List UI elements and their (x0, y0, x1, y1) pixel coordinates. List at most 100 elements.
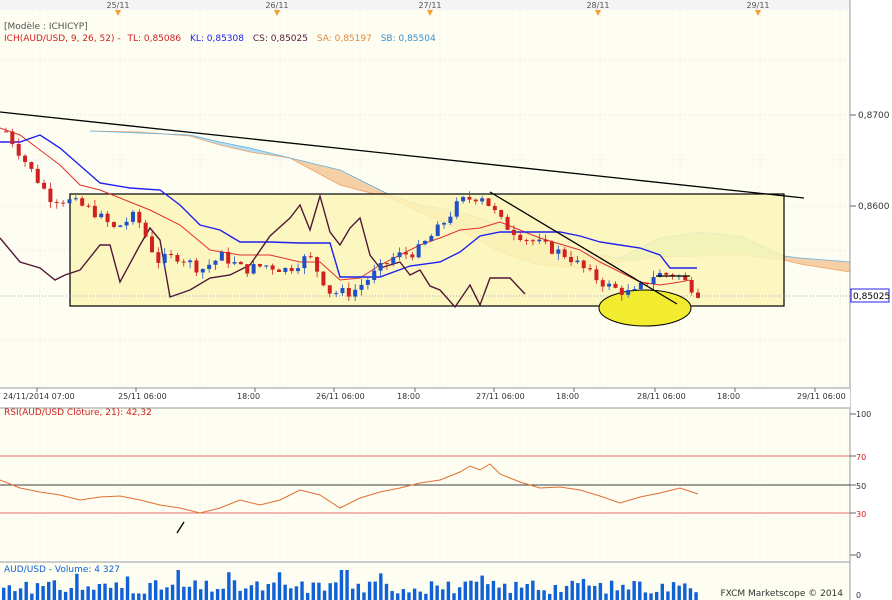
candle-body (105, 213, 110, 223)
candle-body (683, 275, 688, 281)
candle-body (264, 265, 269, 267)
resistance-trendline[interactable] (0, 111, 805, 199)
volume-bar (18, 588, 23, 600)
volume-bar (131, 593, 135, 600)
volume-bar (660, 583, 664, 600)
candle-body (664, 273, 669, 275)
volume-bar (345, 570, 349, 600)
candle-body (245, 264, 250, 274)
volume-bars (2, 570, 698, 600)
candle-body (48, 188, 53, 203)
time-axis-label: 26/11 06:00 (316, 392, 365, 401)
time-axis-label: 29/11 06:00 (797, 392, 846, 401)
candle-body (137, 211, 142, 223)
candle-body (391, 257, 396, 264)
time-axis-background (0, 388, 850, 408)
candle-body (296, 268, 301, 272)
candle-body (416, 244, 421, 258)
volume-bar (654, 591, 659, 600)
consolidation-box[interactable] (69, 193, 785, 307)
candle-body (359, 284, 364, 290)
candle-body (73, 198, 78, 200)
highlight-ellipse[interactable] (598, 289, 692, 327)
volume-bar (570, 580, 574, 600)
top-date-marker (427, 10, 433, 16)
time-axis-label: 18:00 (397, 392, 420, 401)
volume-bar (305, 592, 310, 600)
volume-bar (632, 581, 636, 600)
candle-body (423, 241, 428, 245)
rsi-axis-label: 30 (856, 510, 866, 519)
candle-body (549, 241, 554, 254)
volume-bar (215, 588, 220, 600)
top-date-label: 28/11 (586, 1, 609, 10)
footer-copyright: FXCM Marketscope © 2014 (720, 589, 843, 599)
candle-body (353, 289, 358, 297)
volume-bar (604, 593, 608, 600)
volume-bar (412, 588, 417, 600)
rsi-axis-label: 100 (856, 410, 871, 419)
rsi-annotation-stroke[interactable] (176, 521, 185, 534)
volume-bar (114, 582, 118, 600)
candle-body (213, 260, 218, 265)
volume-bar (548, 593, 552, 600)
volume-bar (666, 591, 670, 600)
price-axis-label: 0,8600 (858, 202, 890, 212)
candle-body (54, 202, 59, 204)
candle-body (607, 283, 612, 287)
candle-body (651, 277, 656, 285)
volume-bar (80, 589, 85, 600)
candle-body (499, 210, 504, 217)
candle-body (10, 131, 15, 145)
volume-bar (559, 591, 563, 600)
volume-bar (238, 590, 242, 600)
volume-bar (401, 589, 406, 600)
candlesticks (4, 127, 700, 301)
candle-body (365, 280, 370, 285)
volume-bar (244, 588, 248, 600)
cloud-area (784, 256, 850, 272)
candle-body (35, 168, 40, 183)
volume-bar (334, 582, 338, 600)
volume-bar (598, 582, 603, 600)
top-date-marker (274, 10, 280, 16)
volume-bar (390, 591, 394, 600)
volume-bar (260, 590, 265, 600)
volume-bar (508, 592, 513, 600)
volume-bar (362, 592, 366, 600)
candle-body (638, 282, 643, 290)
volume-bar (396, 593, 400, 600)
volume-bar (587, 585, 591, 600)
ich-label: ICH(AUD/USD, 9, 26, 52) - (4, 34, 121, 44)
tl-value: TL: 0,85086 (126, 34, 181, 44)
senkou-a-line (783, 259, 851, 273)
candle-body (42, 182, 47, 189)
candle-body (569, 256, 574, 263)
volume-bar (367, 581, 372, 600)
volume-bar (137, 593, 141, 600)
volume-bar (677, 585, 681, 600)
volume-bar (41, 586, 45, 600)
candle-body (29, 162, 34, 169)
price-axis-label: 0,8700 (858, 111, 890, 121)
candle-body (124, 221, 129, 226)
volume-bar (103, 583, 107, 600)
candle-body (530, 240, 535, 242)
volume-bar (193, 580, 197, 600)
volume-bar (142, 593, 147, 600)
volume-bar (272, 582, 276, 600)
candle-body (384, 263, 389, 265)
candle-body (645, 282, 650, 285)
volume-bar (63, 591, 68, 600)
descending-trendline[interactable] (489, 191, 678, 305)
top-date-marker (755, 10, 761, 16)
candle-body (613, 283, 618, 288)
candle-body (67, 199, 72, 204)
volume-bar (210, 591, 214, 600)
candle-body (397, 252, 402, 258)
rsi-grid (39, 408, 841, 560)
current-price-tag (850, 288, 890, 303)
candle-body (156, 252, 161, 263)
candle-body (175, 255, 180, 262)
